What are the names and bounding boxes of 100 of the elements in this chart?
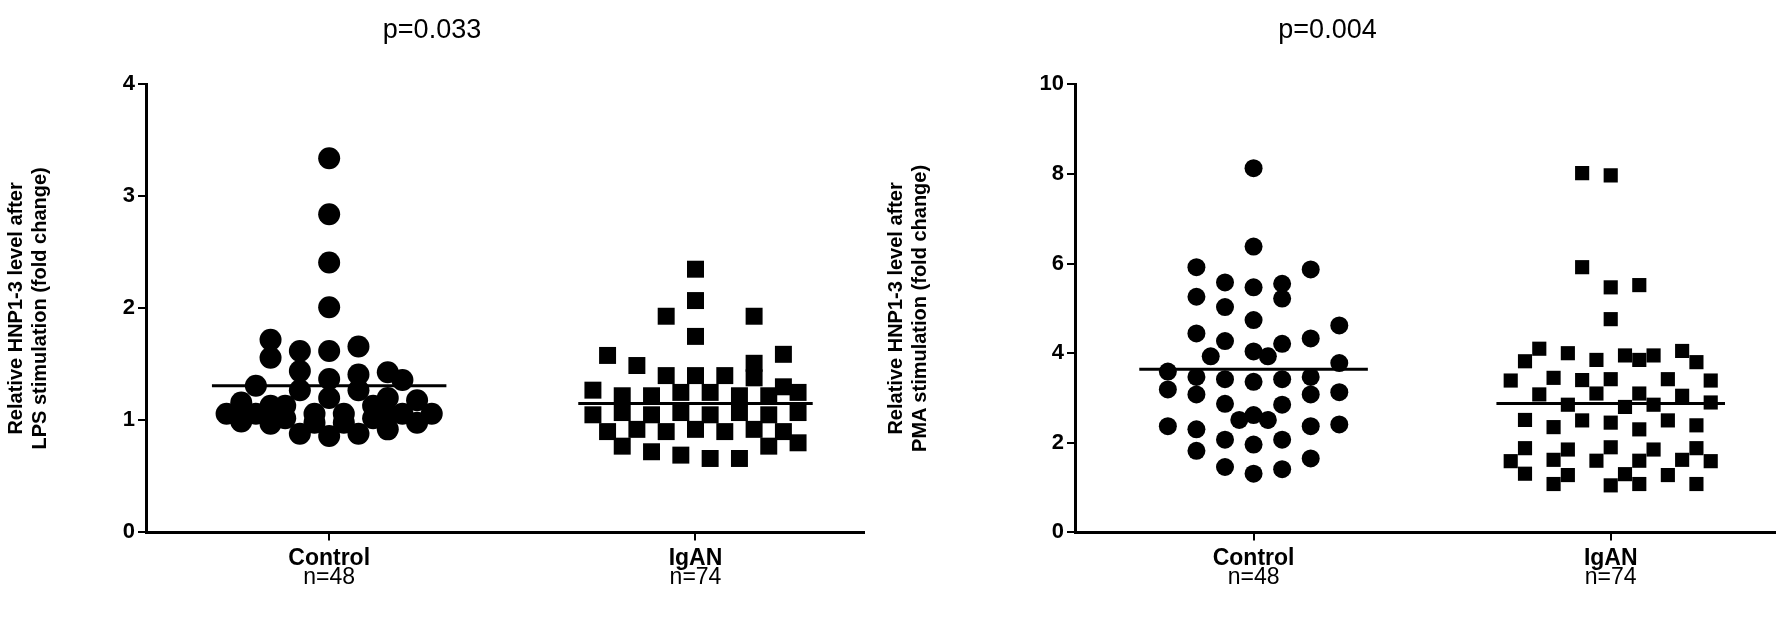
point [1603, 168, 1618, 183]
point [1330, 316, 1349, 335]
point [1273, 289, 1292, 308]
point [1301, 417, 1320, 436]
y-tick-label: 4 [122, 70, 136, 96]
point [1689, 355, 1704, 370]
point [599, 346, 617, 364]
point [1546, 476, 1561, 492]
point [789, 434, 807, 452]
point [730, 404, 748, 422]
point [1603, 372, 1618, 387]
point [613, 437, 631, 455]
point [1187, 420, 1206, 439]
point [1689, 476, 1704, 492]
y-tick-label: 4 [1051, 339, 1065, 365]
point [1689, 418, 1704, 433]
point [1617, 399, 1633, 415]
y-tick-label: 3 [122, 182, 135, 208]
point [1258, 410, 1277, 429]
point [1330, 383, 1349, 402]
point [288, 339, 311, 362]
point [730, 450, 748, 467]
point [1546, 452, 1561, 467]
point [1689, 441, 1704, 456]
point [1244, 159, 1263, 178]
point [584, 381, 602, 399]
point [687, 292, 704, 310]
point [244, 374, 267, 397]
point [1517, 441, 1533, 456]
point [584, 406, 602, 424]
point [1575, 260, 1590, 275]
y-tick-label: 8 [1051, 160, 1064, 186]
point [318, 387, 341, 409]
point [1646, 348, 1661, 363]
point [1632, 422, 1647, 437]
point [1158, 380, 1177, 399]
point [687, 367, 704, 385]
point [1273, 395, 1292, 414]
point [789, 383, 807, 401]
point [1158, 417, 1177, 436]
point [318, 296, 341, 319]
point [1187, 385, 1206, 404]
point [347, 363, 370, 386]
point [687, 420, 704, 438]
y-axis-title: Relative HNP1-3 level after PMA stimulation (fold change) [883, 164, 930, 452]
point [1244, 464, 1263, 483]
point [1301, 449, 1320, 468]
point [1560, 442, 1575, 457]
point [1517, 466, 1533, 481]
point [1632, 453, 1647, 468]
point [1273, 334, 1292, 353]
point [1187, 441, 1206, 460]
point [347, 335, 370, 358]
point [1575, 166, 1590, 181]
point [628, 420, 646, 438]
point [1216, 298, 1234, 317]
point [1301, 385, 1320, 404]
point [1244, 372, 1263, 391]
point [1273, 274, 1292, 293]
point [1675, 388, 1690, 403]
point [230, 391, 253, 414]
point [1632, 476, 1647, 492]
point [244, 402, 267, 425]
point [774, 423, 792, 441]
point [1517, 354, 1533, 369]
point [672, 404, 690, 422]
point [1589, 352, 1604, 367]
y-tick-label: 10 [1039, 70, 1064, 96]
point [406, 389, 429, 412]
point [1532, 341, 1547, 356]
point [1187, 287, 1206, 306]
y-axis-title: Relative HNP1-3 level after LPS stimulation (fold change) [3, 167, 50, 450]
point [1575, 413, 1590, 428]
point [1216, 332, 1234, 351]
point [1646, 442, 1661, 457]
point [1330, 415, 1349, 434]
point [1703, 395, 1718, 410]
point [1158, 362, 1177, 381]
point [657, 423, 675, 441]
point [1603, 440, 1618, 455]
point [599, 423, 617, 441]
point [613, 404, 631, 422]
point [1703, 373, 1718, 388]
point [672, 383, 690, 401]
point [1201, 347, 1220, 366]
point [391, 369, 414, 392]
point [1660, 467, 1675, 483]
point [288, 379, 311, 402]
point [1244, 311, 1263, 330]
point [1503, 454, 1518, 469]
y-tick-label: 0 [122, 518, 135, 544]
point [716, 367, 734, 385]
point [760, 437, 778, 455]
point [1330, 354, 1349, 373]
point [643, 406, 661, 424]
point [716, 423, 734, 441]
point [318, 339, 341, 362]
point [1660, 372, 1675, 387]
point [1560, 467, 1575, 483]
point [789, 404, 807, 422]
